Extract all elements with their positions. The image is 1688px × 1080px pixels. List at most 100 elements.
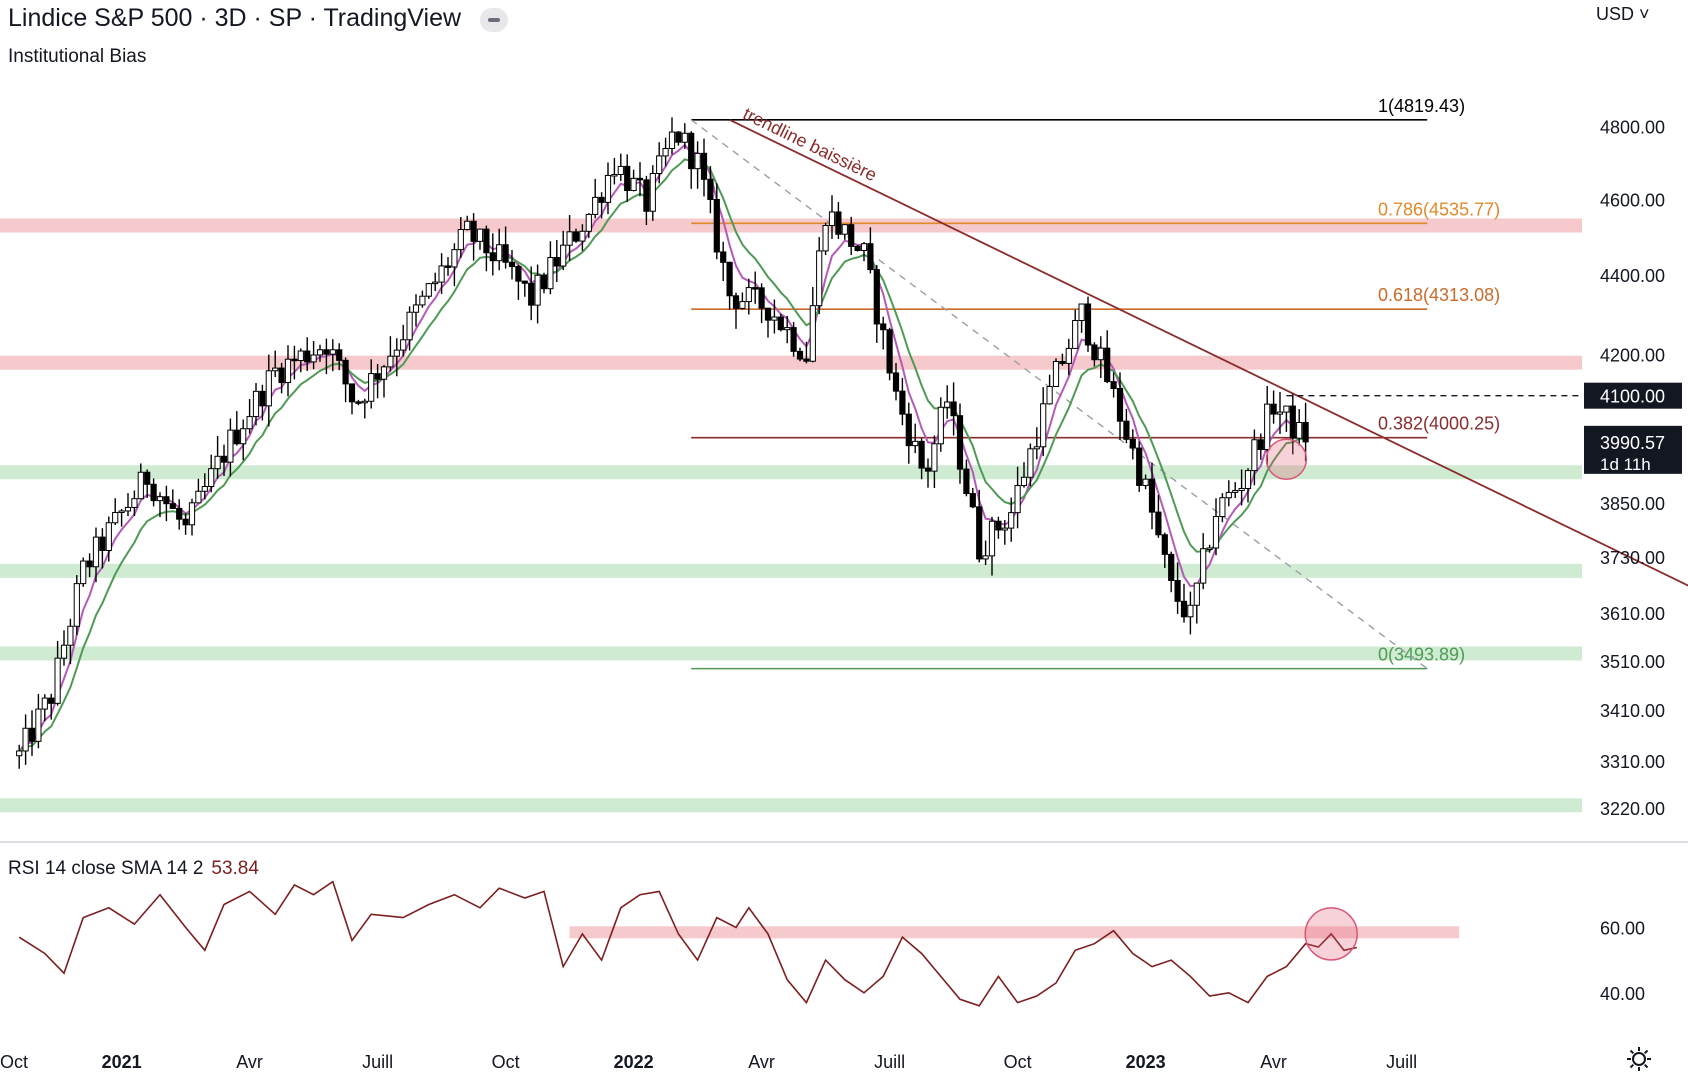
time-axis-month: Juill [362,1052,393,1072]
candle-body [969,493,976,508]
candle-body [1136,447,1143,486]
candle-body [1244,470,1252,489]
price-axis-tick: 3730.00 [1600,548,1665,568]
candle-body [265,370,272,407]
candle-body [944,401,951,408]
candle-body [1296,421,1303,439]
candle-body [227,429,234,463]
candle-body [201,486,208,492]
candle-body [1104,347,1111,383]
candle-body [790,327,797,352]
candle-body [464,220,471,231]
currency-selector[interactable]: USD ˅ [1596,4,1650,24]
candle-body [950,401,957,417]
candle-body [483,228,490,254]
candle-body [208,468,215,488]
candle-body [566,231,573,246]
fib-diagonal [690,119,1428,670]
minus-icon [488,18,500,22]
candle-body [457,229,464,251]
candle-body [1014,485,1021,514]
rsi-line [18,880,1357,1007]
candle-body [835,211,842,235]
candle-body [1238,487,1245,492]
rsi-legend: RSI 14 close SMA 14 2 53.84 [8,858,259,880]
candle-body [892,372,900,392]
candle-body [649,173,656,212]
candle-body [630,177,637,191]
candle-body [195,490,202,504]
time-axis-year: 2021 [102,1052,142,1072]
candle-body [688,132,695,170]
time-axis-month: Oct [0,1052,28,1072]
candle-body [425,283,432,297]
candle-body [1001,527,1008,531]
candle-body [752,287,759,290]
candle-body [867,243,874,271]
candle-body [1078,303,1085,321]
candle-body [976,506,983,560]
candle-body [1187,604,1194,618]
candle-body [99,536,106,551]
candle-body [1129,438,1136,449]
fib-level-label: 0.786(4535.77) [1378,199,1500,219]
candle-body [137,471,144,500]
gear-icon[interactable] [1626,1046,1652,1072]
candle-body [720,251,727,263]
candle-body [22,727,29,752]
candle-body [643,179,650,212]
candle-body [745,287,752,303]
candle-body [438,265,445,283]
candle-body [60,644,68,659]
candle-body [259,390,266,407]
candle-body [1225,491,1232,499]
collapse-button[interactable] [480,8,508,32]
candle-body [937,406,944,445]
candle-body [1097,347,1104,361]
price-axis-tick: 4400.00 [1600,266,1665,286]
candle-body [329,349,336,355]
time-axis-month: Juill [1386,1052,1417,1072]
candle-body [252,390,260,418]
candle-body [41,697,48,710]
candle-body [1072,319,1079,349]
candle-body [182,518,189,526]
resistance-zone [0,218,1582,233]
price-axis-tick: 3510.00 [1600,652,1665,672]
candle-body [220,455,228,463]
price-axis-tick: 4800.00 [1600,118,1665,138]
candle-body [1251,439,1258,472]
candle-body [611,174,618,177]
candle-body [284,358,292,384]
candle-body [1008,512,1015,529]
candle-body [1148,478,1156,513]
time-axis-month: Juill [874,1052,905,1072]
support-zone [0,798,1582,813]
resistance-zone [0,355,1582,370]
candle-body [1046,386,1053,405]
candle-body [668,131,676,150]
price-axis-tick: 3310.00 [1600,752,1665,772]
candle-body [156,496,164,502]
candle-body [444,265,452,268]
candle-body [80,560,87,585]
candle-body [809,305,816,362]
candle-body [1033,446,1040,450]
time-axis-month: Oct [1004,1052,1032,1072]
candle-body [508,261,516,268]
candle-body [470,220,477,242]
candle-body [1302,421,1309,443]
currency-label: USD [1596,4,1635,24]
candle-body [1084,303,1092,346]
candle-body [214,455,221,470]
candle-body [1232,490,1239,493]
candle-body [355,401,362,404]
candle-body [592,196,599,215]
candle-body [476,228,484,242]
candle-body [1161,534,1168,555]
candle-body [1283,405,1290,413]
ema-fast-line [18,143,1307,752]
candle-body [624,165,631,191]
time-axis-month: Avr [236,1052,263,1072]
